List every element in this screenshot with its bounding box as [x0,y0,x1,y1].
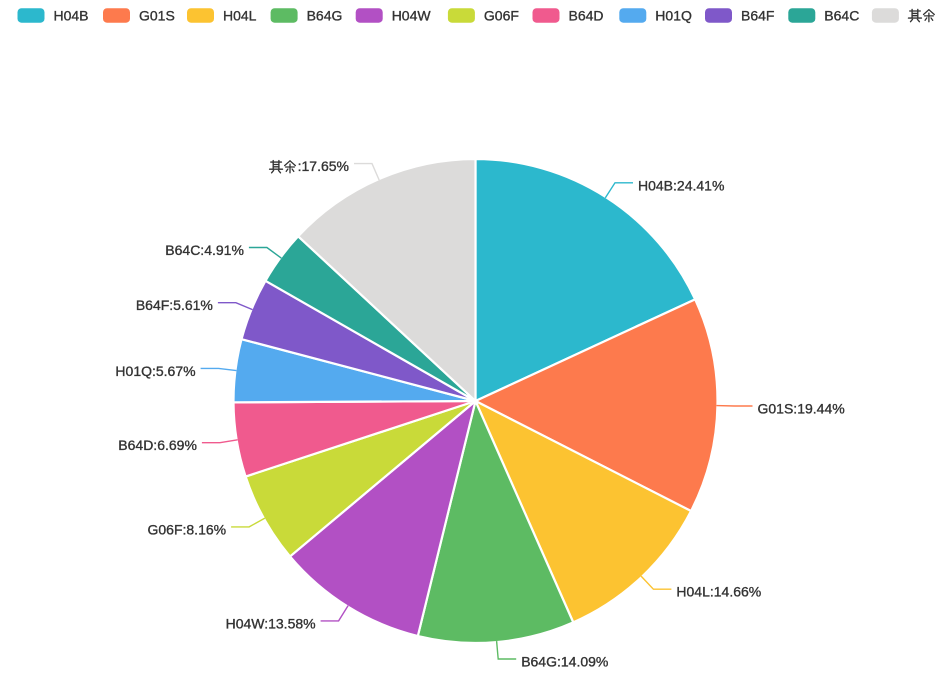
svg-text:H04B:24.41%: H04B:24.41% [638,177,724,193]
svg-text:G06F: G06F [484,8,519,24]
svg-text:B64D:6.69%: B64D:6.69% [118,437,197,453]
svg-text:H04W:13.58%: H04W:13.58% [226,615,316,631]
svg-text:H04L:14.66%: H04L:14.66% [676,584,761,600]
svg-text:H01Q: H01Q [655,8,692,24]
svg-text:B64F:5.61%: B64F:5.61% [136,297,213,313]
svg-text:H01Q:5.67%: H01Q:5.67% [115,363,195,379]
svg-text:H04L: H04L [223,8,257,24]
svg-text:B64C: B64C [824,8,859,24]
svg-text:H04B: H04B [54,8,89,24]
svg-text:B64C:4.91%: B64C:4.91% [165,242,244,258]
svg-text:G01S: G01S [139,8,175,24]
svg-text:B64D: B64D [569,8,604,24]
svg-text:H04W: H04W [392,8,432,24]
svg-text:B64G:14.09%: B64G:14.09% [521,654,608,670]
svg-text:B64F: B64F [741,8,774,24]
svg-text:B64G: B64G [307,8,343,24]
svg-text:G01S:19.44%: G01S:19.44% [758,401,845,417]
svg-text:G06F:8.16%: G06F:8.16% [147,521,226,537]
svg-text::17.65%: :17.65% [298,158,349,174]
